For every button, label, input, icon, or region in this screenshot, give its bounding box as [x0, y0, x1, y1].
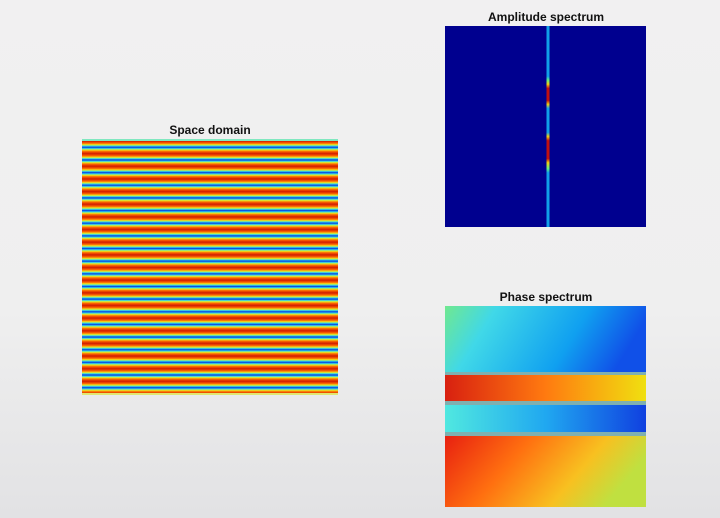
panel-title: Phase spectrum [500, 290, 593, 304]
amplitude-image [445, 26, 646, 227]
phase-image [445, 306, 646, 507]
panel-title: Space domain [169, 123, 250, 137]
panel-title: Amplitude spectrum [488, 10, 604, 24]
space-image [82, 139, 338, 395]
